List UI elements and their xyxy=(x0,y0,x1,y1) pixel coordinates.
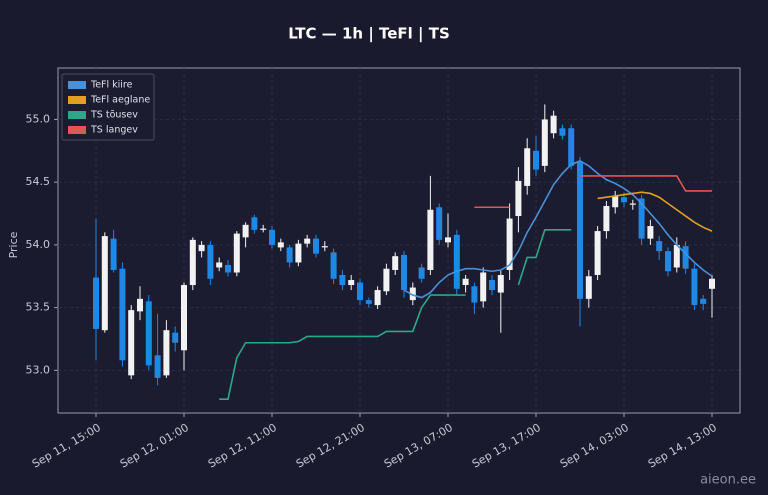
candle-body xyxy=(163,330,170,376)
candle-body xyxy=(154,355,161,378)
candle-body xyxy=(401,254,407,291)
candle-body xyxy=(462,278,469,286)
candle-body xyxy=(445,237,451,243)
candle-body xyxy=(568,128,575,166)
candle-body xyxy=(418,267,425,279)
candle-body xyxy=(277,242,284,248)
candle-body xyxy=(321,246,328,248)
indicator-line xyxy=(597,191,713,232)
candle-body xyxy=(559,128,566,136)
candle-body xyxy=(638,198,645,239)
candle-body xyxy=(251,217,258,230)
candle-body xyxy=(550,115,557,134)
candle-body xyxy=(656,241,663,252)
candle-body xyxy=(286,247,293,263)
candle-body xyxy=(497,275,504,293)
candle-body xyxy=(198,244,205,252)
candle-body xyxy=(304,238,311,244)
candle-body xyxy=(691,268,698,306)
candle-body xyxy=(365,300,372,304)
y-tick-label: 53.0 xyxy=(26,363,51,376)
y-tick-label: 54.5 xyxy=(26,175,51,188)
candle-body xyxy=(128,310,135,376)
candle-body xyxy=(665,251,671,272)
candle-body xyxy=(709,278,715,289)
candle-body xyxy=(647,226,654,239)
candle-body xyxy=(436,207,443,240)
chart-title: LTC — 1h | TeFl | TS xyxy=(288,25,450,44)
candle-body xyxy=(313,238,319,254)
candle-body xyxy=(93,277,99,329)
candle-body xyxy=(137,298,143,312)
candle-body xyxy=(225,264,231,273)
candle-body xyxy=(515,180,522,217)
legend-label: TeFl kiire xyxy=(90,80,133,91)
candle-body xyxy=(383,268,390,292)
candle-body xyxy=(216,262,223,268)
plot-area xyxy=(57,67,741,414)
legend-label: TS langev xyxy=(90,125,138,136)
candle-body xyxy=(409,287,416,301)
candle-body xyxy=(339,275,346,286)
candle-body xyxy=(145,301,152,366)
candle-body xyxy=(471,286,478,303)
candle-body xyxy=(101,236,108,331)
y-tick-label: 54.0 xyxy=(26,238,51,251)
candle-body xyxy=(700,298,707,304)
watermark: aieon.ee xyxy=(700,473,756,488)
legend-box xyxy=(61,73,155,141)
candle-body xyxy=(374,290,381,306)
candle-body xyxy=(480,272,487,302)
candle-body xyxy=(172,332,179,343)
y-tick-label: 53.5 xyxy=(26,301,51,314)
candle-body xyxy=(629,203,636,205)
candle-body xyxy=(506,218,513,270)
candle-body xyxy=(524,148,531,186)
candle-body xyxy=(673,244,680,268)
candle-body xyxy=(357,282,363,301)
candle-body xyxy=(348,280,355,286)
candle-body xyxy=(427,209,434,270)
indicator-line xyxy=(403,159,713,299)
legend-swatch xyxy=(68,111,86,119)
candle-body xyxy=(269,229,275,245)
indicator-line xyxy=(474,175,712,209)
candle-body xyxy=(207,244,214,279)
candle-body xyxy=(453,234,460,289)
legend-swatch xyxy=(68,126,86,134)
candle-body xyxy=(189,239,196,286)
y-axis-label: Price xyxy=(7,231,20,258)
legend: TeFl kiire TeFl aeglane TS tõusev TS langev xyxy=(61,73,155,141)
candle-body xyxy=(577,162,583,299)
indicator-line xyxy=(219,229,572,400)
candle-body xyxy=(119,268,126,361)
candle-body xyxy=(260,228,267,230)
candle-body xyxy=(585,276,592,299)
candle-body xyxy=(295,243,302,263)
candle-body xyxy=(330,252,337,279)
candle-body xyxy=(181,285,187,351)
legend-label: TS tõusev xyxy=(90,110,138,121)
candle-body xyxy=(541,119,548,166)
candle-body xyxy=(242,224,249,238)
candle-body xyxy=(682,246,689,269)
legend-label: TeFl aeglane xyxy=(90,95,150,106)
candle-body xyxy=(594,231,601,275)
candle-body xyxy=(110,238,117,270)
candle-body xyxy=(392,256,399,270)
candle-body xyxy=(489,280,495,291)
y-tick-label: 55.0 xyxy=(26,112,51,125)
candle-body xyxy=(603,206,610,232)
legend-swatch xyxy=(68,96,86,104)
candle-body xyxy=(533,150,539,170)
candle-body xyxy=(233,233,240,273)
candle-body xyxy=(612,195,619,208)
legend-swatch xyxy=(68,81,86,89)
candle-body xyxy=(621,197,627,203)
